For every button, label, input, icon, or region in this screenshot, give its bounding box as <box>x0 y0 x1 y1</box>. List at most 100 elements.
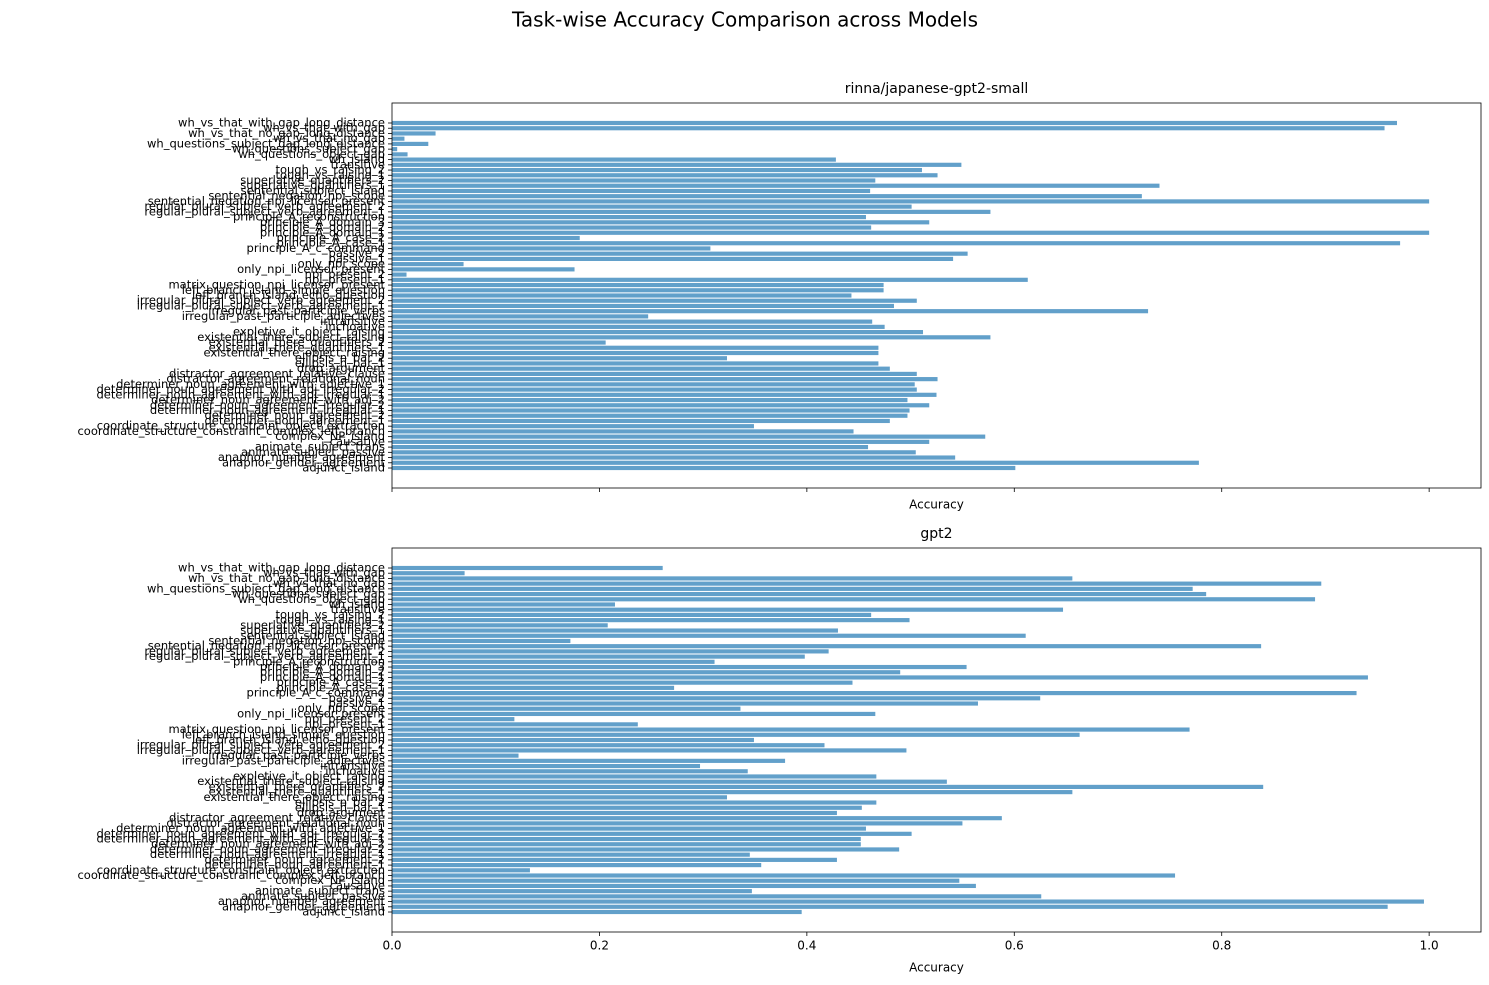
y-tick-label: causative <box>330 878 385 892</box>
y-tick-label: drop_argument <box>297 361 386 375</box>
y-tick-label: inchoative <box>325 764 385 778</box>
y-tick-label: adjunct_island <box>302 461 385 475</box>
bar <box>392 194 1142 199</box>
y-tick-label: regular_plural_subject_verb_agreement_1 <box>144 204 385 218</box>
y-tick-label: animate_subject_trans <box>255 440 385 454</box>
y-tick-label: determiner_noun_agreement_2 <box>205 852 386 866</box>
y-tick-label: anaphor_number_agreement <box>218 450 386 464</box>
y-tick-label: causative <box>330 434 385 448</box>
bar <box>392 633 1026 638</box>
y-tick-label: wh_vs_that_no_gap <box>273 576 385 590</box>
bar <box>392 696 1041 701</box>
y-tick-label: passive_1 <box>329 251 385 265</box>
bar <box>392 403 930 408</box>
y-tick-label: tough_vs_raising_2 <box>275 163 385 177</box>
bar <box>392 758 786 763</box>
y-tick-label: determiner_noun_agreement_with_adj_irreg… <box>96 826 385 840</box>
bar <box>392 209 991 214</box>
y-tick-label: wh_questions_object_gap <box>238 592 385 606</box>
bar <box>392 685 675 690</box>
bar <box>392 225 872 230</box>
bar <box>392 356 727 361</box>
y-tick-label: intransitive <box>320 314 385 328</box>
bar <box>392 377 938 382</box>
y-tick-label: wh_questions_subject_gap <box>232 587 385 601</box>
y-tick-label: left_branch_island_echo_question <box>192 288 385 302</box>
y-tick-label: transitive <box>331 157 385 171</box>
y-tick-label: principle_A_case_1 <box>277 236 385 250</box>
bar <box>392 408 910 413</box>
bar <box>392 230 1430 235</box>
y-tick-label: wh_vs_that_with_gap <box>263 566 385 580</box>
y-tick-label: passive_2 <box>329 691 385 705</box>
bar <box>392 753 519 758</box>
bar <box>392 644 1262 649</box>
y-tick-label: coordinate_structure_constraint_object_e… <box>97 863 385 877</box>
y-tick-label: distractor_agreement_relative_clause <box>169 366 385 380</box>
y-tick-label: coordinate_structure_constraint_complex_… <box>77 424 385 438</box>
y-tick-label: matrix_question_npi_licensor_present <box>168 278 385 292</box>
bar <box>392 220 930 225</box>
y-tick-label: principle_A_domain_1 <box>260 670 385 684</box>
bar <box>392 826 866 831</box>
y-tick-label: coordinate_structure_constraint_object_e… <box>97 419 385 433</box>
bar <box>392 157 836 162</box>
x-tick-label: 0.2 <box>590 939 609 953</box>
y-tick-label: determiner_noun_agreement_with_adj_2 <box>151 393 385 407</box>
bar <box>392 361 879 366</box>
bar <box>392 309 1149 314</box>
y-tick-label: wh_questions_subject_gap <box>232 142 385 156</box>
y-tick-label: determiner_noun_agreement_with_adj_2 <box>151 837 385 851</box>
bar <box>392 795 727 800</box>
y-tick-label: wh_vs_that_no_gap_long_distance <box>188 126 385 140</box>
y-tick-label: principle_A_domain_2 <box>260 665 385 679</box>
bar <box>392 727 1190 732</box>
y-tick-label: principle_A_domain_3 <box>260 660 385 674</box>
bar <box>392 397 908 403</box>
bar <box>392 136 405 141</box>
x-tick-label: 0.4 <box>797 939 816 953</box>
y-tick-label: determiner_noun_agreement_irregular_1 <box>150 403 385 417</box>
bar <box>392 618 910 623</box>
bar <box>392 680 853 685</box>
y-tick-label: npi_present_1 <box>305 272 385 286</box>
y-tick-label: superlative_quantifiers_2 <box>240 618 385 632</box>
bar <box>392 821 963 826</box>
x-tick-label: 0.6 <box>1005 939 1024 953</box>
bar <box>392 810 837 816</box>
bar <box>392 267 575 272</box>
y-tick-label: sentential_negation_npi_licensor_present <box>148 639 386 653</box>
bar <box>392 387 917 392</box>
bar <box>392 909 802 915</box>
y-tick-label: wh_questions_subject_gap_long_distance <box>147 581 385 595</box>
bar <box>392 350 879 356</box>
y-tick-label: expletive_it_object_raising <box>233 769 385 783</box>
y-tick-label: drop_argument <box>297 805 386 819</box>
y-tick-label: determiner_noun_agreement_with_adjective… <box>116 821 385 835</box>
bar <box>392 141 429 146</box>
bar <box>392 852 750 857</box>
bar <box>392 638 571 644</box>
bar <box>392 335 991 340</box>
y-tick-label: irregular_plural_subject_verb_agreement_… <box>137 743 385 757</box>
y-tick-label: only_npi_scope <box>298 257 385 271</box>
y-tick-label: only_npi_licensor_present <box>237 706 385 720</box>
bar <box>392 675 1368 680</box>
y-tick-label: regular_plural_subject_verb_agreement_2 <box>144 644 385 658</box>
y-tick-label: determiner_noun_agreement_1 <box>205 858 386 872</box>
y-tick-label: expletive_it_object_raising <box>233 325 385 339</box>
y-tick-label: existential_there_object_raising <box>203 790 385 804</box>
bar <box>392 465 1016 471</box>
y-tick-label: ellipsis_n_bar_1 <box>295 800 385 814</box>
bar <box>392 418 890 424</box>
x-tick-label: 0.8 <box>1212 939 1231 953</box>
y-tick-label: determiner_noun_agreement_with_adj_irreg… <box>96 832 385 846</box>
y-tick-label: determiner_noun_agreement_2 <box>205 408 386 422</box>
y-tick-label: transitive <box>331 602 385 616</box>
bar <box>392 126 1385 131</box>
bar <box>392 857 837 862</box>
y-tick-label: left_branch_island_simple_question <box>182 283 385 297</box>
bar <box>392 816 1002 821</box>
bar <box>392 235 580 241</box>
y-tick-label: intransitive <box>320 759 385 773</box>
